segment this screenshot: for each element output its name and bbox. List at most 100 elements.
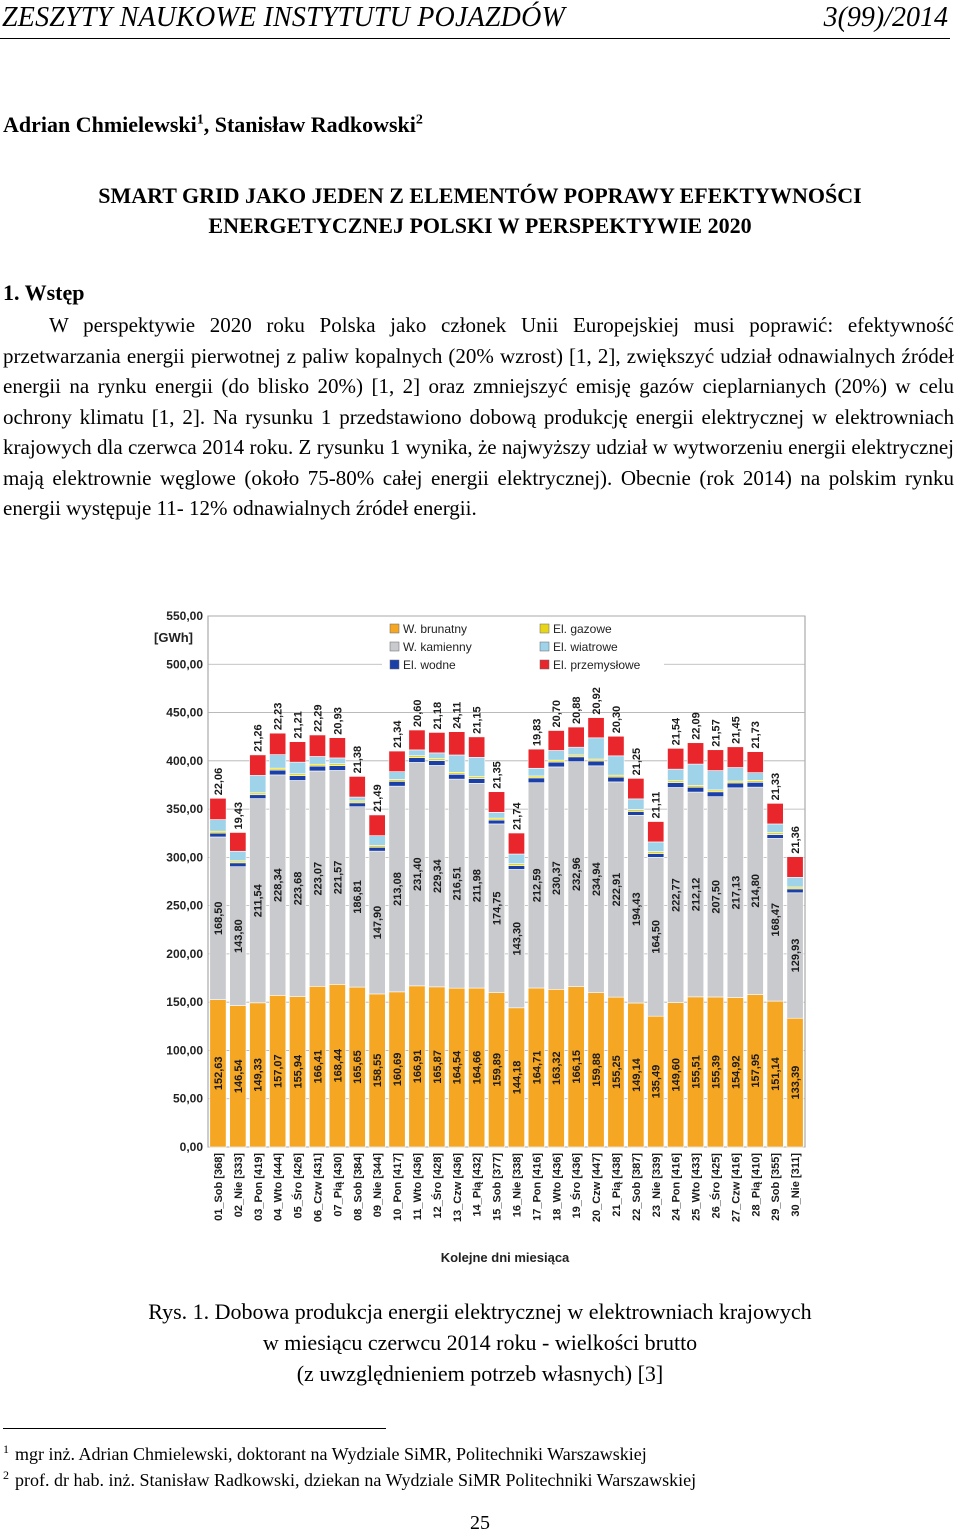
bar-segment xyxy=(627,778,645,800)
legend-swatch xyxy=(389,659,400,670)
bar-segment xyxy=(289,761,307,775)
bar-segment xyxy=(726,782,744,789)
x-axis-label: Kolejne dni miesiąca xyxy=(441,1250,570,1265)
bar-segment xyxy=(368,814,386,836)
data-label-brunatny: 157,07 xyxy=(273,1054,285,1088)
bar-segment xyxy=(308,756,326,765)
data-label-przemyslowe: 21,74 xyxy=(511,802,523,830)
data-label-brunatny: 166,41 xyxy=(312,1050,324,1084)
data-label-kamienny: 174,75 xyxy=(492,891,504,925)
bar-segment xyxy=(746,751,764,773)
paper-title-line-2: ENERGETYCZNEJ POLSKI W PERSPEKTYWIE 2020 xyxy=(208,213,752,238)
data-label-przemyslowe: 19,43 xyxy=(233,802,245,830)
bar-segment xyxy=(746,772,764,781)
journal-issue: 3(99)/2014 xyxy=(823,2,948,33)
data-label-brunatny: 152,63 xyxy=(213,1056,225,1090)
data-label-brunatny: 135,49 xyxy=(651,1065,663,1099)
bar-segment xyxy=(308,734,326,757)
data-label-kamienny: 168,47 xyxy=(770,903,782,937)
data-label-kamienny: 223,07 xyxy=(312,862,324,896)
x-tick-label: 18_Wto [436] xyxy=(551,1153,563,1221)
y-tick-label: 550,00 xyxy=(166,609,203,623)
data-label-kamienny: 223,68 xyxy=(293,872,305,906)
x-tick-label: 25_Wto [433] xyxy=(691,1153,703,1221)
bar-segment xyxy=(269,732,287,755)
bar-segment xyxy=(488,791,506,813)
data-label-przemyslowe: 20,60 xyxy=(412,699,424,727)
bar-segment xyxy=(507,865,525,870)
paragraph-1: W perspektywie 2020 roku Polska jako czł… xyxy=(3,313,954,520)
bar-segment xyxy=(607,735,625,757)
bar-segment xyxy=(706,749,724,771)
stacked-bar-chart: 0,00 50,00 100,00 150,00 200,00 250,00 300,00 3… xyxy=(154,609,806,1265)
data-label-kamienny: 143,30 xyxy=(511,922,523,956)
footnote-1-mark: 1 xyxy=(3,1442,9,1456)
bar-segment xyxy=(269,769,287,776)
author-separator: , xyxy=(203,112,215,137)
data-label-brunatny: 166,91 xyxy=(412,1050,424,1084)
bar-segment xyxy=(687,763,705,786)
bar-segment xyxy=(229,832,247,852)
footnote-divider xyxy=(3,1428,386,1429)
author-2: Stanisław Radkowski xyxy=(214,112,416,137)
data-label-kamienny: 217,13 xyxy=(730,876,742,910)
data-label-brunatny: 159,89 xyxy=(492,1053,504,1087)
y-tick-label: 400,00 xyxy=(166,754,203,768)
footnote-2-text: prof. dr hab. inż. Stanisław Radkowski, … xyxy=(15,1470,697,1490)
data-label-brunatny: 165,87 xyxy=(432,1050,444,1084)
bar-segment xyxy=(567,746,585,756)
data-label-brunatny: 154,92 xyxy=(730,1055,742,1089)
data-label-kamienny: 211,98 xyxy=(472,869,484,902)
data-label-przemyslowe: 24,11 xyxy=(452,702,464,729)
data-label-przemyslowe: 21,15 xyxy=(472,706,484,734)
y-tick-label: 150,00 xyxy=(166,995,203,1009)
bar-segment xyxy=(368,846,386,852)
bar-segment xyxy=(348,776,366,798)
data-label-kamienny: 164,50 xyxy=(651,920,663,954)
page-number: 25 xyxy=(470,1512,490,1534)
bar-segment xyxy=(468,736,486,758)
bar-segment xyxy=(428,752,446,759)
bar-segment xyxy=(706,791,724,797)
bar-segment xyxy=(766,823,784,833)
data-label-brunatny: 168,44 xyxy=(332,1048,344,1083)
bar-segment xyxy=(328,765,346,771)
x-tick-label: 05_Śro [426] xyxy=(292,1153,305,1219)
bar-segment xyxy=(687,742,705,765)
bar-segment xyxy=(667,782,685,788)
x-tick-label: 02_Nie [333] xyxy=(233,1153,245,1218)
data-label-przemyslowe: 22,29 xyxy=(312,704,324,732)
bar-segment xyxy=(527,748,545,769)
data-label-kamienny: 143,80 xyxy=(233,919,245,953)
data-label-brunatny: 155,51 xyxy=(691,1055,703,1089)
footnote-2: 2 prof. dr hab. inż. Stanisław Radkowski,… xyxy=(3,1468,696,1491)
bar-segment xyxy=(249,754,267,776)
bar-segment xyxy=(348,796,366,802)
x-tick-label: 03_Pon [419] xyxy=(253,1153,265,1221)
bar-segment xyxy=(328,757,346,765)
bar-segment xyxy=(647,821,665,843)
bar-segment xyxy=(567,726,585,748)
bar-segment xyxy=(289,775,307,781)
bar-segment xyxy=(289,741,307,763)
x-tick-label: 10_Pon [417] xyxy=(392,1153,404,1221)
data-label-kamienny: 231,40 xyxy=(412,857,424,891)
bar-segment xyxy=(587,760,605,767)
bar-segment xyxy=(428,732,446,754)
bar-segment xyxy=(408,757,426,763)
data-label-kamienny: 222,91 xyxy=(611,873,623,907)
journal-header: ZESZYTY NAUKOWE INSTYTUTU POJAZDÓW 3(99)… xyxy=(0,2,950,39)
bar-segment xyxy=(448,754,466,773)
bar-segment xyxy=(249,775,267,794)
bar-segment xyxy=(448,731,466,756)
data-label-przemyslowe: 21,73 xyxy=(750,721,762,749)
bar-segment xyxy=(488,819,506,825)
footnote-1-text: mgr inż. Adrian Chmielewski, doktorant n… xyxy=(15,1444,647,1464)
bar-segment xyxy=(507,853,525,864)
bar-segment xyxy=(627,811,645,816)
bar-segment xyxy=(527,777,545,784)
bar-segment xyxy=(328,737,346,759)
data-label-kamienny: 214,80 xyxy=(750,874,762,908)
x-tick-label: 30_Nie [311] xyxy=(790,1153,802,1217)
data-label-przemyslowe: 21,45 xyxy=(730,716,742,744)
